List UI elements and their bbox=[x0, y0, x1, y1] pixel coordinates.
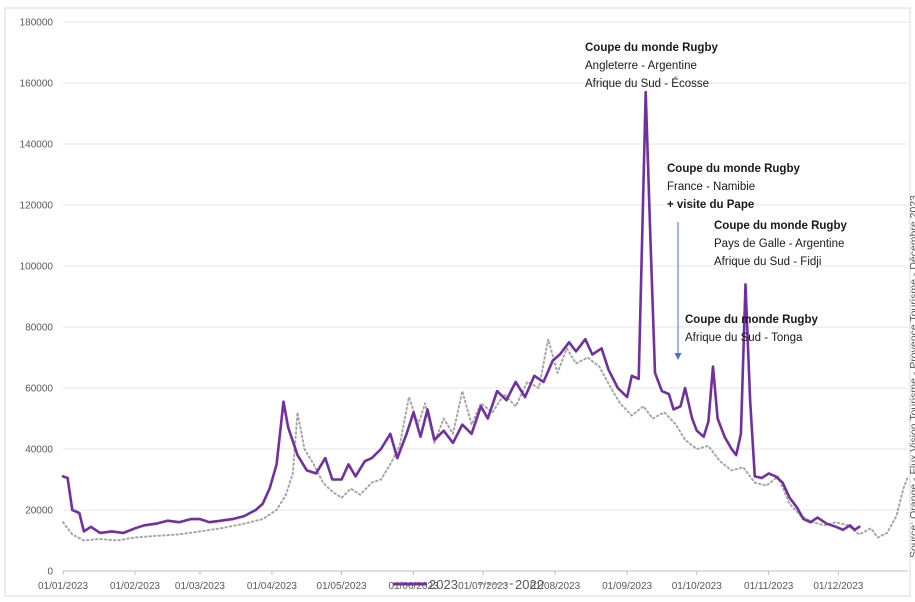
x-tick-label: 01/12/2023 bbox=[813, 581, 863, 592]
gridlines bbox=[63, 21, 908, 572]
y-tick-label: 80000 bbox=[25, 323, 53, 334]
annotation-line: Coupe du monde Rugby bbox=[685, 314, 818, 326]
y-tick-label: 20000 bbox=[25, 506, 53, 517]
annotation-line: Coupe du monde Rugby bbox=[585, 42, 718, 54]
y-tick-label: 40000 bbox=[25, 445, 53, 456]
legend-label-2022: 2022 bbox=[515, 577, 544, 592]
annotation-line: Coupe du monde Rugby bbox=[667, 163, 800, 175]
x-tick-label: 01/06/2023 bbox=[389, 581, 439, 592]
source-note: Source: Orange - Flux Vision Tourisme - … bbox=[908, 195, 915, 558]
annotation-line: Angleterre - Argentine bbox=[585, 60, 697, 72]
x-tick-label: 01/01/2023 bbox=[38, 581, 88, 592]
y-axis-ticks: 0 20000 40000 60000 80000 100000 120000 140000 1… bbox=[20, 18, 54, 578]
y-tick-label: 60000 bbox=[25, 384, 53, 395]
annotation-line: + visite du Pape bbox=[667, 199, 754, 211]
annotation-line: Afrique du Sud - Tonga bbox=[685, 332, 803, 344]
x-tick-label: 01/04/2023 bbox=[247, 581, 297, 592]
x-tick-label: 01/08/2023 bbox=[530, 581, 580, 592]
series-2023-line bbox=[61, 90, 861, 535]
annotation-line: Afrique du Sud - Fidji bbox=[714, 256, 821, 268]
annotation-line: France - Namibie bbox=[667, 181, 755, 193]
y-tick-label: 120000 bbox=[20, 201, 54, 212]
y-tick-label: 180000 bbox=[20, 18, 54, 29]
legend-label-2023: 2023 bbox=[429, 577, 458, 592]
annotation-arrowhead bbox=[674, 353, 682, 360]
annotation-line: Pays de Galle - Argentine bbox=[714, 238, 844, 250]
x-tick-label: 01/09/2023 bbox=[602, 581, 652, 592]
annotations: Coupe du monde Rugby Angleterre - Argenti… bbox=[585, 42, 847, 360]
annotation-line: Coupe du monde Rugby bbox=[714, 220, 847, 232]
y-tick-label: 0 bbox=[47, 567, 53, 578]
x-tick-label: 01/02/2023 bbox=[110, 581, 160, 592]
series-lines bbox=[61, 90, 909, 542]
x-tick-label: 01/11/2023 bbox=[744, 581, 794, 592]
x-tick-label: 01/03/2023 bbox=[175, 581, 225, 592]
x-axis-ticks: 01/01/2023 01/02/2023 01/03/2023 01/04/2023… bbox=[38, 571, 864, 592]
x-tick-label: 01/05/2023 bbox=[317, 581, 367, 592]
source-text: Source: Orange - Flux Vision Tourisme - … bbox=[908, 195, 915, 558]
y-tick-label: 100000 bbox=[20, 262, 54, 273]
x-tick-label: 01/10/2023 bbox=[672, 581, 722, 592]
x-tick-label: 01/07/2023 bbox=[458, 581, 508, 592]
y-tick-label: 160000 bbox=[20, 79, 54, 90]
series-2022-line bbox=[62, 338, 909, 542]
annotation-line: Afrique du Sud - Écosse bbox=[585, 77, 709, 90]
chart-frame bbox=[4, 7, 911, 597]
y-tick-label: 140000 bbox=[20, 140, 54, 151]
legend: 2023 2022 bbox=[393, 577, 544, 592]
